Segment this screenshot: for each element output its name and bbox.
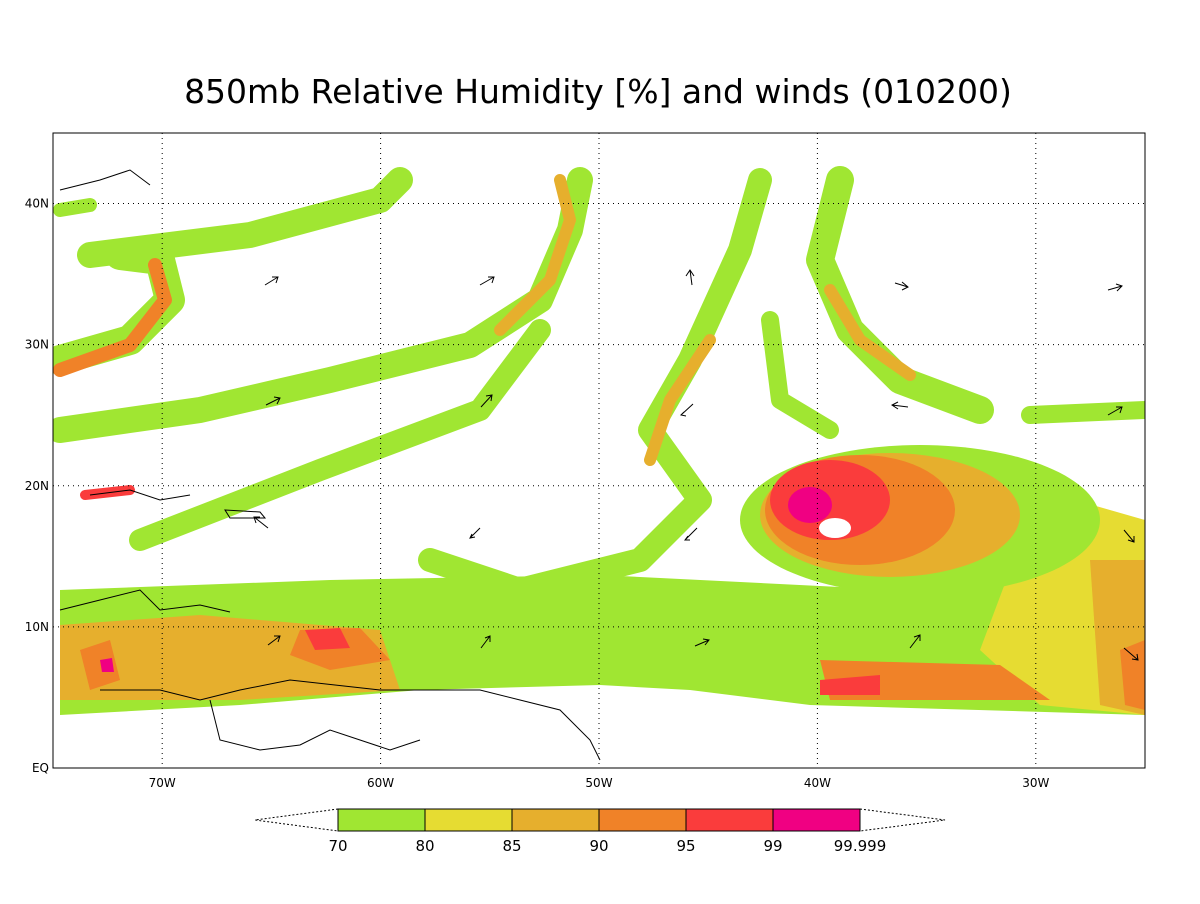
x-tick-label: 70W <box>149 776 176 790</box>
colorbar-label: 80 <box>415 837 434 855</box>
wind-vectors <box>253 269 1139 661</box>
humidity-contour <box>129 319 551 551</box>
y-tick-label: 40N <box>25 197 49 211</box>
colorbar-swatch <box>772 808 861 832</box>
colorbar-label: 70 <box>328 837 347 855</box>
colorbar-high-end <box>859 808 946 832</box>
colorbar-swatch <box>337 808 426 832</box>
humidity-contour <box>418 168 772 602</box>
humidity-contour <box>53 258 172 377</box>
y-tick-label: EQ <box>32 761 49 775</box>
x-tick-label: 40W <box>804 776 831 790</box>
humidity-contour <box>305 628 350 650</box>
x-tick-label: 50W <box>585 776 612 790</box>
colorbar-label: 99 <box>763 837 782 855</box>
humidity-contour <box>1120 640 1145 710</box>
colorbar-swatch <box>685 808 774 832</box>
colorbar-swatch <box>511 808 600 832</box>
y-tick-label: 10N <box>25 620 49 634</box>
y-tick-label: 30N <box>25 338 49 352</box>
humidity-contour <box>824 284 916 381</box>
colorbar-label: 95 <box>676 837 695 855</box>
humidity-contour <box>1021 401 1145 424</box>
colorbar-label: 99.999 <box>834 837 887 855</box>
humidity-contour <box>820 675 880 695</box>
colorbar-swatch <box>424 808 513 832</box>
humidity-contour <box>494 174 576 336</box>
humidity-contour <box>77 167 413 268</box>
humidity-contour <box>761 311 839 439</box>
y-tick-label: 20N <box>25 479 49 493</box>
colorbar: 70 80 85 90 95 99 99.999 <box>254 808 946 855</box>
humidity-contour <box>53 198 97 217</box>
map-frame <box>52 132 1146 769</box>
colorbar-label: 90 <box>589 837 608 855</box>
graticule: 70W 60W 50W 40W 30W EQ 10N 20N 30N 40N <box>25 133 1145 790</box>
colorbar-label: 85 <box>502 837 521 855</box>
humidity-field <box>53 166 1145 715</box>
humidity-contour <box>100 658 114 672</box>
colorbar-swatch <box>598 808 687 832</box>
humidity-contour <box>644 334 716 466</box>
coastlines <box>59 169 601 761</box>
humidity-contour <box>80 640 120 690</box>
title: 850mb Relative Humidity [%] and winds (0… <box>184 72 1012 111</box>
humidity-contour <box>788 487 832 523</box>
x-tick-label: 60W <box>367 776 394 790</box>
x-tick-label: 30W <box>1022 776 1049 790</box>
